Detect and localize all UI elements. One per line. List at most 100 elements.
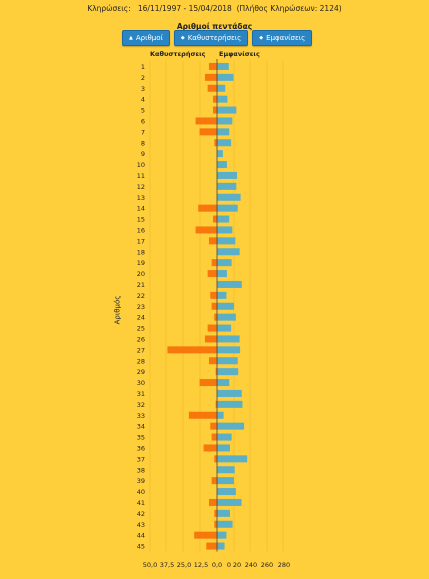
appearance-bar (217, 150, 223, 158)
appearance-bar (217, 84, 226, 92)
x-tick-label: 12,5 (194, 561, 208, 569)
appearance-bar (217, 313, 236, 321)
appearance-bar (217, 171, 238, 179)
delay-bar (203, 444, 217, 452)
appearance-bar (217, 444, 230, 452)
delay-bar (212, 215, 217, 223)
appearance-bar (217, 477, 234, 485)
delay-bar (210, 422, 217, 430)
draw-range-header: Κληρώσεις: 16/11/1997 - 15/04/2018 (Πλήθ… (87, 4, 342, 13)
category-label: 39 (137, 477, 145, 485)
category-label: 41 (137, 499, 145, 507)
category-label: 31 (137, 390, 145, 398)
appearance-bar (217, 270, 227, 278)
sort-numbers-button[interactable]: ▲ Αριθμοί (122, 30, 170, 46)
appearance-bar (217, 117, 233, 125)
delay-bar (214, 520, 217, 528)
delay-bar (207, 270, 217, 278)
appearance-bar (217, 324, 232, 332)
appearance-bar (217, 259, 232, 267)
category-label: 38 (137, 466, 145, 474)
category-label: 25 (137, 325, 145, 333)
delay-bar (194, 531, 217, 539)
category-label: 26 (137, 335, 145, 343)
appearance-bar (217, 498, 242, 506)
delay-bar (204, 73, 217, 81)
appearance-bar (217, 215, 230, 223)
appearance-bar (217, 379, 230, 387)
category-label: 29 (137, 368, 145, 376)
category-label: 3 (141, 85, 145, 93)
category-label: 10 (137, 161, 145, 169)
category-label: 35 (137, 434, 145, 442)
category-label: 15 (137, 216, 145, 224)
appearance-bar (217, 204, 238, 212)
chart-title: Αριθμοί πεντάδας (176, 22, 253, 31)
appearance-bar (217, 466, 235, 474)
delay-bar (206, 542, 217, 550)
category-label: 8 (141, 139, 145, 147)
appearance-bar (217, 182, 237, 190)
sort-delays-button[interactable]: ◆ Καθυστερήσεις (173, 30, 249, 46)
x-tick-label: 25,0 (177, 561, 191, 569)
appearance-bar (217, 520, 233, 528)
category-label: 1 (141, 63, 145, 71)
delay-bar (198, 204, 217, 212)
category-label: 19 (137, 259, 145, 267)
sort-delays-label: Καθυστερήσεις (187, 34, 242, 42)
appearances-column-header: Εμφανίσεις (219, 50, 260, 58)
appearance-bar (217, 95, 228, 103)
category-label: 40 (137, 488, 145, 496)
appearance-bar (217, 280, 242, 288)
category-label: 27 (137, 346, 145, 354)
delay-bar (188, 411, 217, 419)
appearance-bar (217, 455, 248, 463)
appearance-bar (217, 411, 224, 419)
delay-bar (208, 237, 217, 245)
sort-appearances-button[interactable]: ◆ Εμφανίσεις (252, 30, 313, 46)
delays-column-header: Καθυστερήσεις (150, 50, 206, 58)
category-label: 33 (137, 412, 145, 420)
appearance-bar (217, 509, 230, 517)
x-tick-label: 20 (233, 561, 241, 569)
category-label: 44 (137, 532, 145, 540)
category-label: 36 (137, 444, 145, 452)
delay-bar (195, 117, 217, 125)
category-label: 43 (137, 521, 145, 529)
category-label: 5 (141, 107, 145, 115)
delay-bar (215, 368, 217, 376)
sort-updown-icon: ◆ (259, 35, 264, 41)
category-label: 18 (137, 248, 145, 256)
delay-bar (207, 324, 217, 332)
category-label: 37 (137, 455, 145, 463)
appearance-bar (217, 335, 240, 343)
x-tick-label: 37,5 (160, 561, 174, 569)
delay-bar (214, 455, 217, 463)
appearance-bar (217, 422, 245, 430)
appearance-bar (217, 193, 241, 201)
category-label: 20 (137, 270, 145, 278)
category-label: 22 (137, 292, 145, 300)
category-label: 11 (137, 172, 145, 180)
category-label: 28 (137, 357, 145, 365)
delay-bar (214, 139, 217, 147)
appearance-bar (217, 106, 237, 114)
appearance-bar (217, 62, 229, 70)
delay-bar (211, 433, 217, 441)
appearance-bar (217, 400, 243, 408)
sort-appearances-label: Εμφανίσεις (266, 34, 306, 42)
appearance-bar (217, 488, 236, 496)
category-label: 24 (137, 314, 145, 322)
category-label: 16 (137, 226, 145, 234)
appearance-bar (217, 73, 234, 81)
category-label: 30 (137, 379, 145, 387)
category-label: 2 (141, 74, 145, 82)
delay-bar (199, 379, 217, 387)
delay-bar (211, 477, 217, 485)
category-label: 7 (141, 128, 145, 136)
x-tick-label: 0,0 (212, 561, 222, 569)
appearance-bar (217, 291, 227, 299)
category-label: 21 (137, 281, 145, 289)
category-label: 9 (141, 150, 145, 158)
category-label: 12 (137, 183, 145, 191)
